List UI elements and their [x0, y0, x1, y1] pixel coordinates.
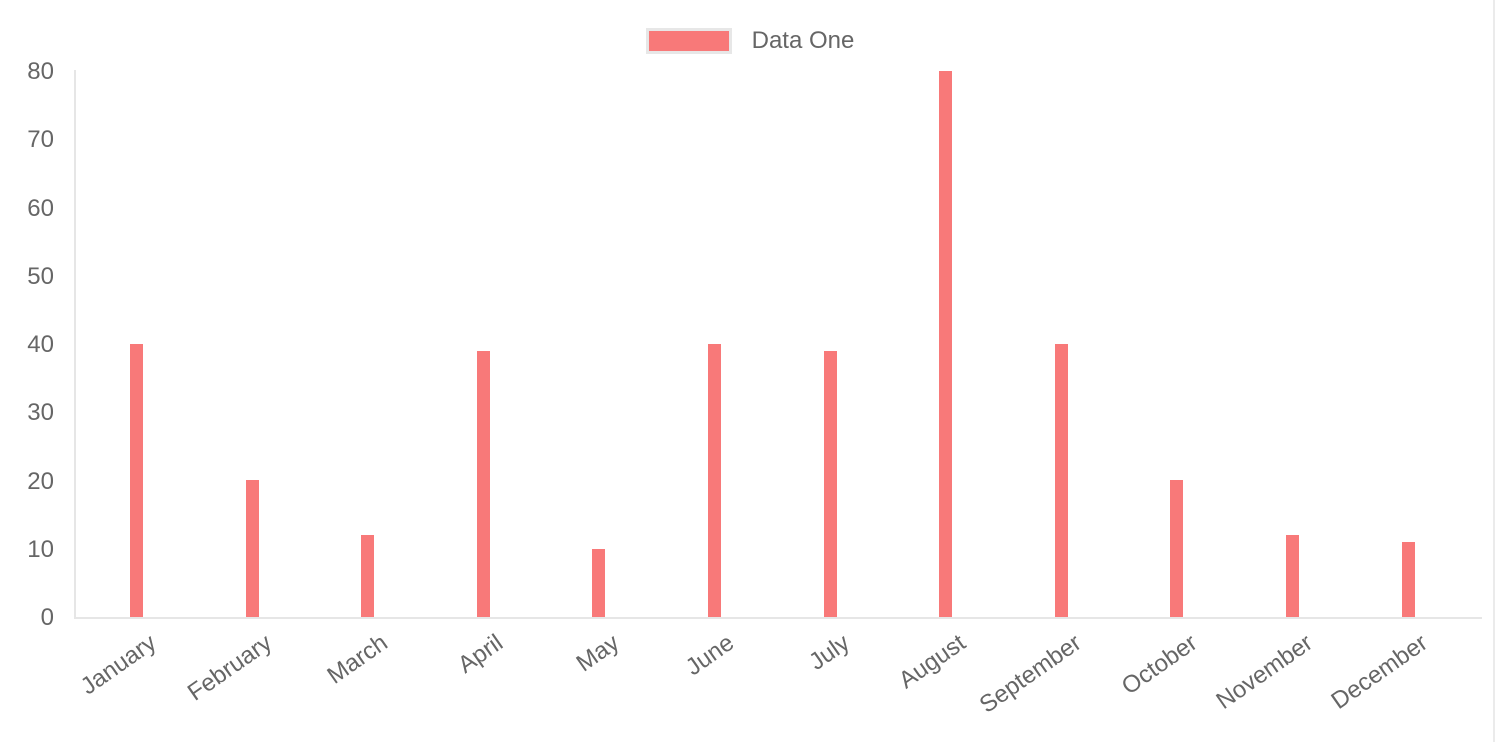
- y-tick-label: 60: [27, 195, 54, 222]
- bar-september: [1055, 344, 1068, 617]
- y-tick-label: 80: [27, 58, 54, 85]
- page-right-edge-line: [1493, 0, 1495, 742]
- x-tick-label: September: [974, 629, 1087, 719]
- x-tick-label: June: [681, 629, 740, 682]
- x-tick-label: August: [893, 629, 971, 695]
- x-tick-label: April: [453, 629, 509, 679]
- y-tick-label: 0: [40, 604, 54, 631]
- bar-august: [939, 71, 952, 617]
- y-tick-label: 40: [27, 331, 54, 358]
- bar-june: [708, 344, 721, 617]
- y-axis-line: [74, 70, 76, 619]
- bar-july: [824, 351, 837, 617]
- x-axis-line: [74, 617, 1482, 619]
- bar-march: [361, 535, 374, 617]
- y-tick-label: 30: [27, 399, 54, 426]
- x-tick-label: October: [1116, 629, 1202, 701]
- legend-label: Data One: [751, 27, 855, 54]
- x-tick-label: February: [182, 629, 278, 707]
- bar-december: [1402, 542, 1415, 617]
- y-tick-label: 50: [27, 263, 54, 290]
- bar-november: [1286, 535, 1299, 617]
- y-tick-label: 20: [27, 468, 54, 495]
- bar-february: [246, 480, 259, 617]
- x-tick-label: July: [804, 629, 856, 676]
- x-tick-label: November: [1211, 629, 1318, 715]
- x-tick-label: March: [322, 629, 393, 690]
- bar-october: [1170, 480, 1183, 617]
- x-tick-label: December: [1326, 629, 1434, 715]
- legend-color-swatch: [645, 28, 732, 54]
- bar-april: [477, 351, 490, 617]
- bar-may: [592, 549, 605, 617]
- x-tick-label: May: [571, 629, 624, 678]
- y-tick-label: 10: [27, 536, 54, 563]
- y-tick-label: 70: [27, 126, 54, 153]
- bar-january: [130, 344, 143, 617]
- chart-legend: Data One: [0, 28, 1500, 54]
- x-tick-label: January: [75, 629, 162, 701]
- legend-item-data-one[interactable]: Data One: [645, 27, 855, 54]
